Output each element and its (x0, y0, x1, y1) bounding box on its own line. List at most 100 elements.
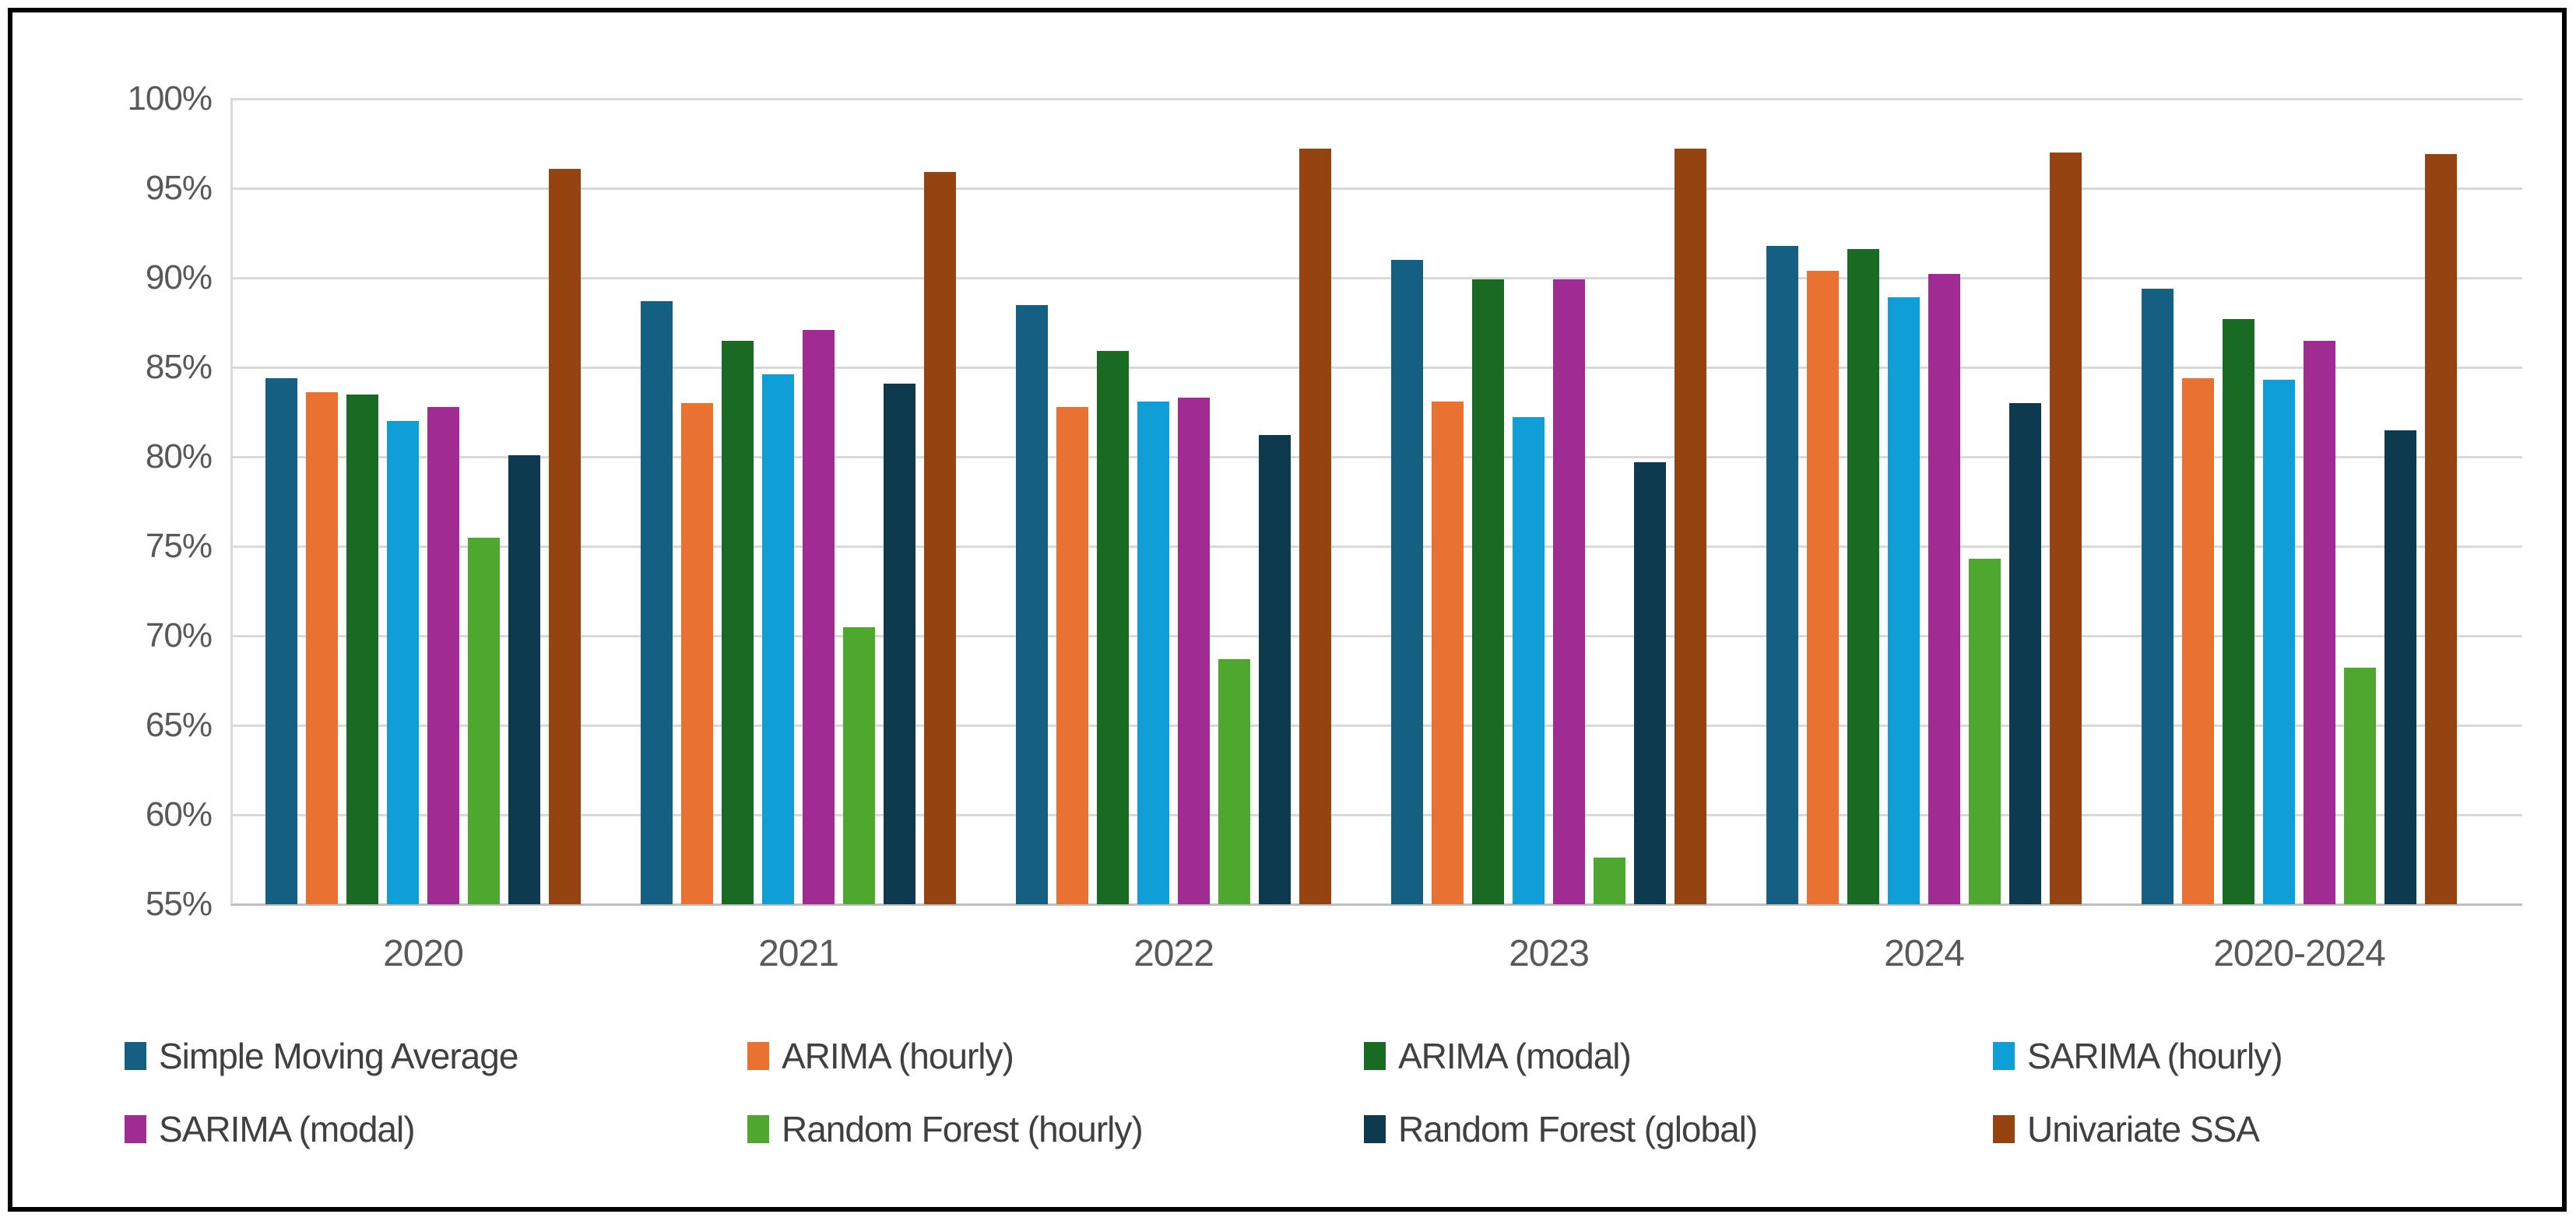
bar (1634, 461, 1666, 904)
bar (1016, 304, 1048, 904)
legend-swatch (125, 1115, 146, 1143)
x-axis-line (230, 903, 2522, 906)
y-tick-label: 95% (145, 169, 213, 207)
gridline (230, 277, 2522, 279)
y-tick-label: 85% (145, 348, 213, 386)
gridline (230, 456, 2522, 458)
legend-label: SARIMA (modal) (159, 1109, 416, 1149)
bar (1259, 435, 1291, 904)
bar (306, 392, 338, 904)
bar (1594, 858, 1625, 904)
bar (2182, 377, 2214, 904)
legend-label: Simple Moving Average (159, 1036, 518, 1076)
bar (387, 421, 419, 904)
bar (1766, 245, 1798, 904)
bar (1097, 351, 1129, 904)
bar (722, 340, 754, 904)
legend-item: SARIMA (modal) (125, 1108, 416, 1150)
x-category-label: 2021 (758, 933, 839, 974)
legend-item: ARIMA (hourly) (747, 1035, 1014, 1077)
legend-item: Simple Moving Average (125, 1035, 518, 1077)
bar (1391, 260, 1423, 904)
bar (1888, 297, 1920, 904)
bar (1056, 406, 1088, 904)
y-tick-label: 75% (145, 527, 213, 565)
bar (1928, 274, 1960, 904)
bar (2263, 380, 2295, 904)
legend-swatch (1364, 1042, 1386, 1070)
gridline (230, 814, 2522, 816)
legend-item: Random Forest (global) (1364, 1108, 1758, 1150)
legend-label: Random Forest (global) (1398, 1109, 1758, 1149)
legend-swatch (1364, 1115, 1386, 1143)
x-category-label: 2020 (383, 933, 464, 974)
bar (762, 374, 794, 904)
bar (1969, 559, 2001, 904)
y-tick-label: 55% (145, 885, 213, 923)
y-tick-label: 65% (145, 706, 213, 744)
bar (468, 537, 500, 904)
legend-label: SARIMA (hourly) (2027, 1036, 2283, 1076)
legend-item: Univariate SSA (1993, 1108, 2260, 1150)
bar (2223, 318, 2254, 904)
bar (681, 403, 713, 904)
bar (924, 172, 956, 904)
gridline (230, 188, 2522, 190)
y-tick-label: 70% (145, 616, 213, 654)
legend-label: Univariate SSA (2027, 1109, 2260, 1149)
bar (1847, 249, 1879, 904)
gridline (230, 367, 2522, 369)
bar (427, 406, 459, 904)
y-tick-label: 60% (145, 795, 213, 833)
bar (2344, 668, 2376, 904)
bar (508, 454, 540, 904)
legend-swatch (747, 1042, 769, 1070)
bar (843, 626, 875, 904)
bar (1807, 270, 1839, 904)
x-category-label: 2023 (1509, 933, 1590, 974)
bar (2142, 288, 2174, 904)
bar (884, 383, 915, 904)
bar (2050, 153, 2082, 904)
bar (549, 168, 581, 904)
x-category-label: 2024 (1884, 933, 1965, 974)
bar (1472, 279, 1504, 904)
bar (1513, 417, 1545, 904)
legend-item: SARIMA (hourly) (1993, 1035, 2283, 1077)
legend-label: ARIMA (hourly) (782, 1036, 1014, 1076)
legend-label: ARIMA (modal) (1398, 1036, 1632, 1076)
bar (2009, 403, 2041, 904)
bar (265, 377, 297, 904)
bar (346, 394, 378, 904)
gridline (230, 635, 2522, 637)
legend-item: Random Forest (hourly) (747, 1108, 1144, 1150)
bar (2425, 154, 2457, 904)
x-category-label: 2022 (1133, 933, 1214, 974)
y-axis-line (230, 99, 233, 904)
legend-swatch (1993, 1042, 2015, 1070)
y-tick-label: 90% (145, 258, 213, 296)
bar (1432, 401, 1464, 904)
legend-label: Random Forest (hourly) (782, 1109, 1144, 1149)
bar (641, 300, 673, 904)
bar (2384, 430, 2416, 904)
y-tick-label: 100% (127, 79, 213, 118)
bar (1675, 149, 1706, 904)
bar (2304, 340, 2335, 904)
legend-swatch (1993, 1115, 2015, 1143)
bar (1137, 401, 1169, 904)
gridline (230, 98, 2522, 100)
legend-swatch (747, 1115, 769, 1143)
x-category-label: 2020-2024 (2213, 933, 2386, 974)
bar (1553, 279, 1585, 904)
legend-item: ARIMA (modal) (1364, 1035, 1632, 1077)
bar (1218, 658, 1250, 904)
y-tick-label: 80% (145, 437, 213, 475)
gridline (230, 725, 2522, 727)
legend-swatch (125, 1042, 146, 1070)
gridline (230, 546, 2522, 548)
bar (1299, 149, 1331, 904)
bar (803, 329, 835, 904)
bar (1178, 398, 1210, 904)
